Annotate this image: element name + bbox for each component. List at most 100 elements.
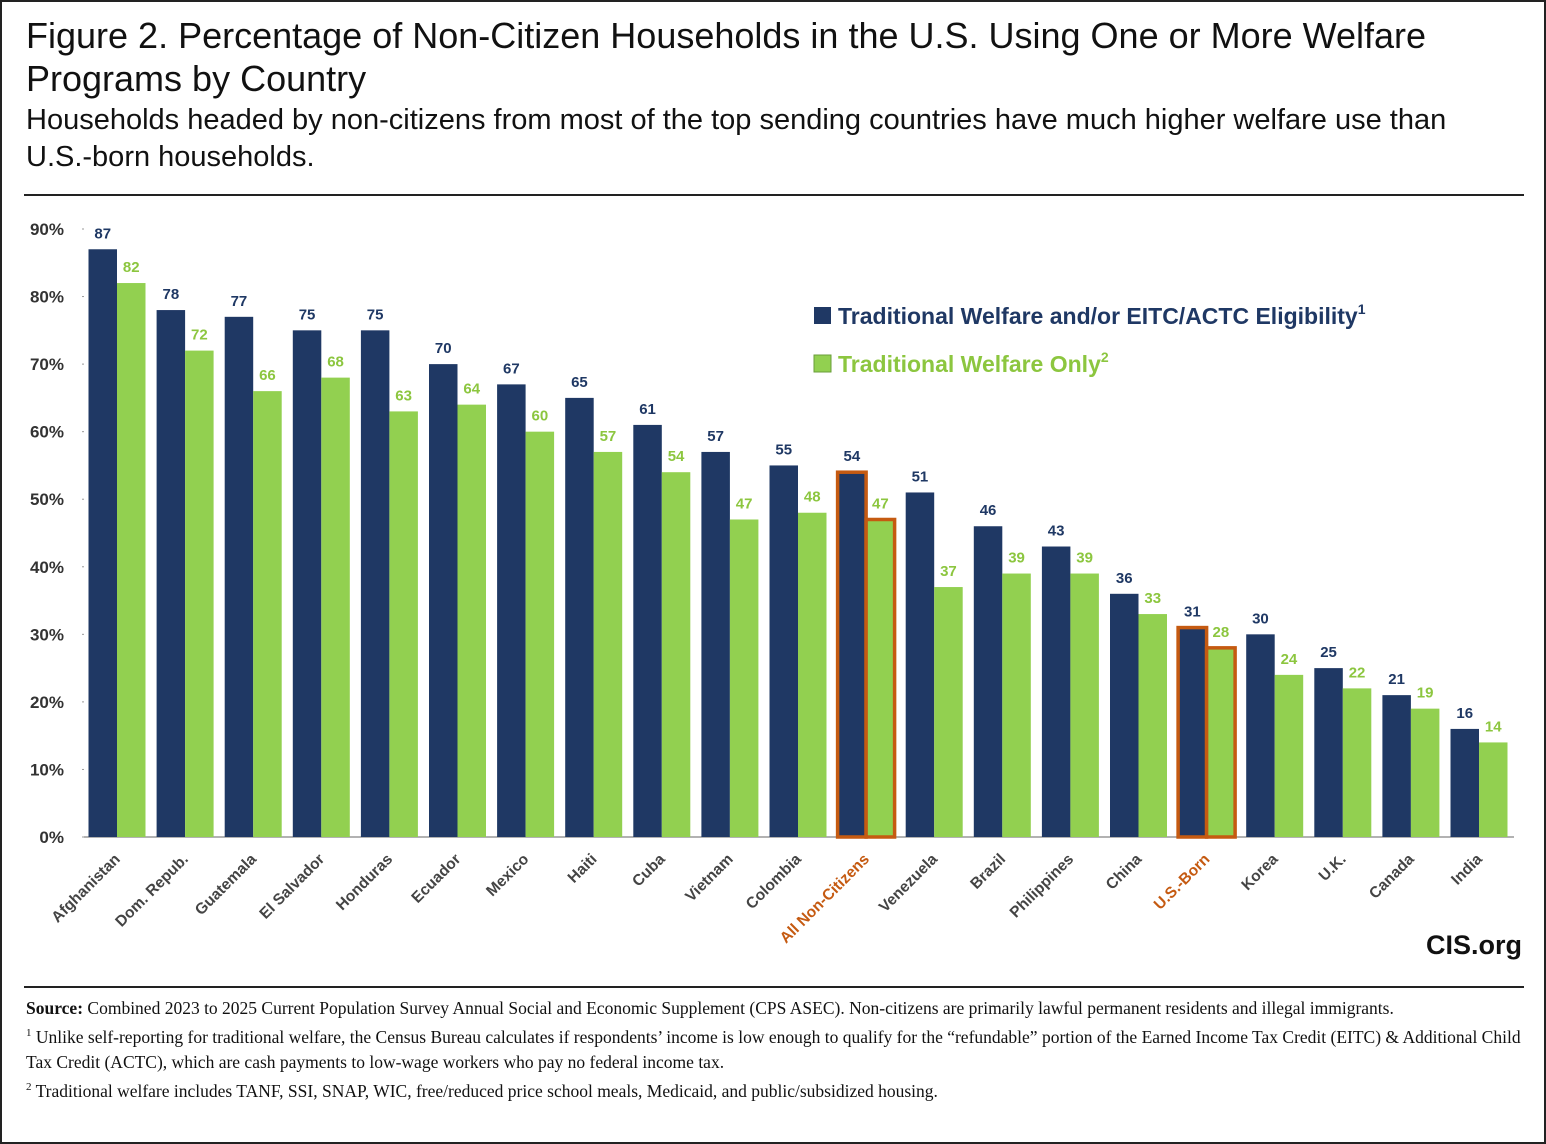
bar: [429, 364, 458, 837]
data-label: 47: [872, 495, 889, 512]
bar: [905, 492, 935, 837]
chart: CIS.org 0% 10% 20% 30% 40% 50% 60% 70% 80% 90% Afg…: [30, 220, 1522, 960]
legend-name: Traditional Welfare Only: [838, 351, 1101, 377]
legend-label: Traditional Welfare Only2: [838, 349, 1109, 377]
x-tick-label: Cuba: [629, 851, 669, 891]
data-label: 25: [1320, 644, 1337, 661]
bar: [593, 451, 623, 837]
data-label: 78: [163, 286, 180, 303]
x-tick-label: Dom. Repub.: [112, 851, 192, 931]
bar: [835, 470, 868, 839]
data-label: 39: [1076, 550, 1093, 567]
x-tick-label: Brazil: [967, 851, 1009, 893]
x-tick-label: India: [1448, 851, 1486, 889]
x-tick-label: Honduras: [333, 851, 396, 914]
bar: [1246, 634, 1275, 837]
bar: [360, 330, 390, 837]
data-label: 54: [668, 448, 685, 465]
bar: [1041, 546, 1071, 837]
data-label: 39: [1008, 550, 1025, 567]
data-label: 68: [327, 354, 344, 371]
data-label: 75: [299, 306, 316, 323]
data-label: 66: [259, 367, 276, 384]
bar: [973, 526, 1003, 837]
x-tick-label: Mexico: [483, 851, 532, 900]
x-tick-label: El Salvador: [256, 851, 328, 923]
data-label: 48: [804, 489, 821, 506]
bar: [88, 249, 117, 837]
footer: Source: Combined 2023 to 2025 Current Po…: [26, 996, 1526, 1104]
data-label: 16: [1456, 705, 1473, 722]
data-label: 87: [94, 225, 111, 242]
data-label: 21: [1388, 671, 1405, 688]
rule: [24, 194, 1524, 196]
bar: [1410, 708, 1440, 837]
chart-subtitle: Households headed by non-citizens from m…: [26, 104, 1447, 173]
bar: [525, 431, 555, 837]
data-label: 37: [940, 563, 957, 580]
legend-footnote: 2: [1101, 349, 1109, 365]
y-tick-label: 30%: [30, 625, 64, 644]
logo: CIS.org: [1426, 930, 1522, 960]
y-tick-label: 90%: [30, 220, 64, 239]
bar: [224, 316, 254, 837]
data-label: 30: [1252, 610, 1269, 627]
legend-name: Traditional Welfare and/or EITC/ACTC Eli…: [838, 303, 1358, 329]
bar: [798, 512, 827, 837]
bar: [1002, 573, 1031, 837]
x-tick-label: Canada: [1366, 851, 1418, 903]
bar: [389, 411, 418, 837]
data-label: 43: [1048, 523, 1065, 540]
data-label: 19: [1417, 685, 1434, 702]
bar: [457, 404, 486, 837]
legend-footnote: 1: [1358, 301, 1366, 317]
bar: [1204, 646, 1237, 839]
data-label: 65: [571, 374, 588, 391]
bar: [321, 377, 350, 837]
bar: [934, 587, 963, 837]
bar: [701, 451, 730, 837]
data-label: 14: [1485, 718, 1502, 735]
source-label: Source:: [26, 998, 84, 1018]
chart-title: Figure 2. Percentage of Non-Citizen Hous…: [26, 15, 1427, 99]
bar: [1342, 688, 1372, 837]
y-tick-label: 80%: [30, 288, 64, 307]
legend-label: Traditional Welfare and/or EITC/ACTC Eli…: [838, 301, 1366, 329]
data-label: 31: [1184, 604, 1201, 621]
x-tick-label: Colombia: [743, 851, 805, 913]
bar: [565, 397, 594, 837]
footnote-text: Traditional welfare includes TANF, SSI, …: [35, 1080, 938, 1101]
bar: [292, 330, 322, 837]
source-text: Combined 2023 to 2025 Current Population…: [87, 998, 1394, 1018]
data-label: 57: [600, 428, 617, 445]
data-label: 75: [367, 306, 384, 323]
footnote: 1 Unlike self-reporting for traditional …: [26, 1021, 1526, 1075]
x-tick-label: Korea: [1238, 851, 1281, 894]
data-label: 51: [912, 468, 929, 485]
bar: [1176, 625, 1209, 839]
y-tick-label: 40%: [30, 558, 64, 577]
x-tick-label: Guatemala: [192, 851, 260, 919]
legend-swatch: [814, 307, 831, 324]
rule: [24, 986, 1524, 988]
bar: [1450, 728, 1479, 837]
bar: [1274, 674, 1304, 837]
x-tick-label: Ecuador: [408, 851, 464, 907]
x-tick-label: Haiti: [565, 851, 601, 887]
bar: [864, 517, 897, 839]
data-label: 82: [123, 259, 140, 276]
bar: [1314, 668, 1343, 837]
bar: [729, 519, 759, 837]
data-label: 28: [1213, 624, 1230, 641]
x-tick-label: U.K.: [1316, 851, 1350, 885]
bar: [661, 472, 691, 837]
data-label: 33: [1144, 590, 1161, 607]
y-tick-label: 10%: [30, 760, 64, 779]
data-label: 64: [463, 381, 480, 398]
data-label: 55: [775, 441, 792, 458]
data-label: 46: [980, 502, 997, 519]
data-label: 72: [191, 327, 208, 344]
footnote: 2 Traditional welfare includes TANF, SSI…: [26, 1075, 1526, 1104]
bar: [1138, 614, 1167, 837]
